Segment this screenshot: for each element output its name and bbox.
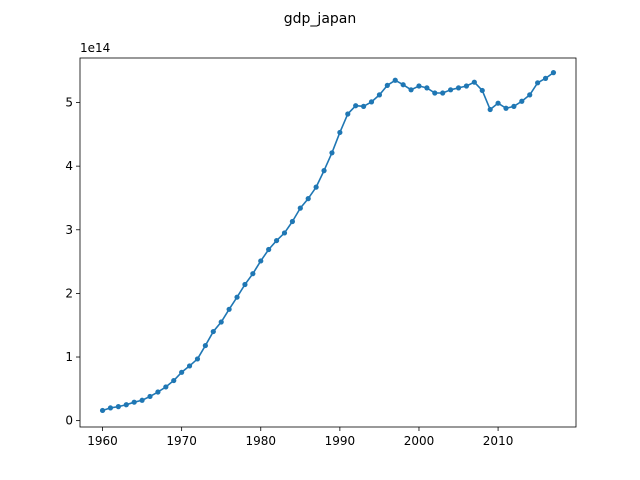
data-point (511, 103, 517, 109)
y-tick-label: 0 (65, 414, 73, 428)
data-point (416, 83, 422, 89)
data-point (471, 79, 477, 85)
data-point (487, 106, 493, 113)
x-tick-label: 1960 (87, 434, 118, 448)
data-point (179, 369, 185, 375)
data-point (115, 404, 121, 410)
data-point (242, 281, 248, 288)
data-point (440, 90, 446, 96)
data-point (479, 87, 485, 94)
y-tick-label: 4 (65, 159, 73, 173)
chart-title: gdp_japan (284, 11, 356, 27)
data-point (289, 218, 295, 225)
data-point (163, 384, 169, 390)
data-point (155, 389, 161, 395)
data-point (147, 393, 153, 400)
x-tick-label: 1970 (166, 434, 197, 448)
data-point (250, 271, 256, 277)
data-point (337, 129, 343, 136)
data-point (99, 407, 106, 414)
data-point (226, 306, 232, 312)
data-point (186, 363, 193, 369)
data-point (408, 87, 414, 93)
data-point (535, 80, 541, 86)
y-axis: 0 1 2 3 4 5 (65, 96, 80, 428)
data-point (345, 111, 351, 117)
data-series (99, 70, 557, 414)
data-point (542, 75, 549, 81)
plot-area-frame (79, 57, 577, 428)
data-point (266, 246, 272, 253)
x-tick-label: 1990 (325, 434, 356, 448)
y-axis-offset-label: 1e14 (80, 41, 110, 55)
data-point (448, 87, 454, 93)
y-tick-label: 5 (65, 96, 73, 110)
data-point (202, 342, 208, 349)
data-point (210, 328, 216, 335)
y-tick-label: 2 (65, 286, 73, 300)
data-point (392, 77, 398, 83)
data-point (123, 402, 129, 408)
data-point (455, 85, 462, 91)
data-point (321, 168, 327, 174)
data-point (384, 82, 390, 88)
x-tick-label: 2000 (404, 434, 435, 448)
y-tick-label: 1 (65, 350, 73, 364)
data-point (353, 103, 359, 109)
data-point (171, 377, 177, 384)
data-point (258, 258, 264, 264)
x-tick-label: 2010 (483, 434, 514, 448)
data-point (368, 99, 375, 105)
data-point (305, 196, 311, 202)
data-point (424, 85, 430, 91)
data-point (550, 70, 557, 76)
data-point (463, 83, 470, 89)
data-point (519, 98, 525, 104)
data-point (313, 184, 319, 190)
data-point (234, 294, 240, 300)
data-point (527, 92, 533, 98)
data-point (281, 230, 288, 236)
data-point (297, 205, 303, 211)
data-point (400, 82, 406, 88)
data-point (376, 92, 383, 98)
data-point (218, 319, 224, 325)
data-point (432, 90, 438, 96)
data-point (131, 399, 137, 405)
data-point (329, 150, 335, 156)
data-point (139, 397, 145, 403)
data-point (273, 237, 280, 244)
data-point (194, 356, 201, 362)
data-point (361, 103, 367, 109)
y-tick-label: 3 (65, 223, 73, 237)
data-point (495, 100, 501, 106)
x-tick-label: 1980 (245, 434, 276, 448)
data-point (503, 105, 509, 111)
data-point (107, 405, 114, 411)
x-axis: 1960 1970 1980 1990 2000 2010 (87, 427, 513, 448)
series-line (102, 71, 554, 412)
